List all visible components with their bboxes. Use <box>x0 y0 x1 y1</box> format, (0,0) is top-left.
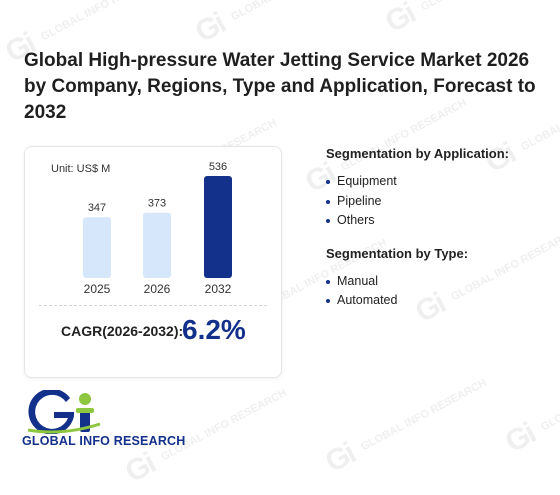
application-list: Equipment Pipeline Others <box>326 172 546 231</box>
chart-card: Unit: US$ M 347 2025 373 2026 536 2032 CAGR(2… <box>24 146 282 378</box>
gi-logo-icon <box>27 388 101 435</box>
bar-2032 <box>204 176 232 278</box>
bar-2026 <box>143 212 171 278</box>
bar-chart: 347 2025 373 2026 536 2032 <box>83 161 232 296</box>
bar-value-label: 536 <box>209 161 227 173</box>
company-logo: GLOBAL INFO RESEARCH <box>22 388 192 448</box>
chart-unit-label: Unit: US$ M <box>51 163 111 175</box>
logo-text: GLOBAL INFO RESEARCH <box>22 434 186 448</box>
application-heading: Segmentation by Application: <box>326 146 509 161</box>
type-item: Automated <box>326 291 546 311</box>
type-list: Manual Automated <box>326 272 546 311</box>
application-item: Pipeline <box>326 192 546 212</box>
bar-2025 <box>83 217 111 278</box>
cagr-value: 6.2% <box>182 314 246 345</box>
chart-divider <box>39 305 267 306</box>
cagr-label: CAGR(2026-2032): <box>61 323 184 339</box>
x-tick-label: 2025 <box>84 282 111 296</box>
x-tick-label: 2032 <box>205 282 232 296</box>
type-item: Manual <box>326 272 546 292</box>
type-heading: Segmentation by Type: <box>326 245 469 261</box>
application-item: Others <box>326 211 546 231</box>
bar-value-label: 347 <box>88 202 106 214</box>
segmentation-panel: Segmentation by Application: Equipment P… <box>326 146 546 311</box>
application-item: Equipment <box>326 172 546 192</box>
x-tick-label: 2026 <box>144 282 171 296</box>
bar-value-label: 373 <box>148 198 166 210</box>
page-title: Global High-pressure Water Jetting Servi… <box>24 50 536 123</box>
